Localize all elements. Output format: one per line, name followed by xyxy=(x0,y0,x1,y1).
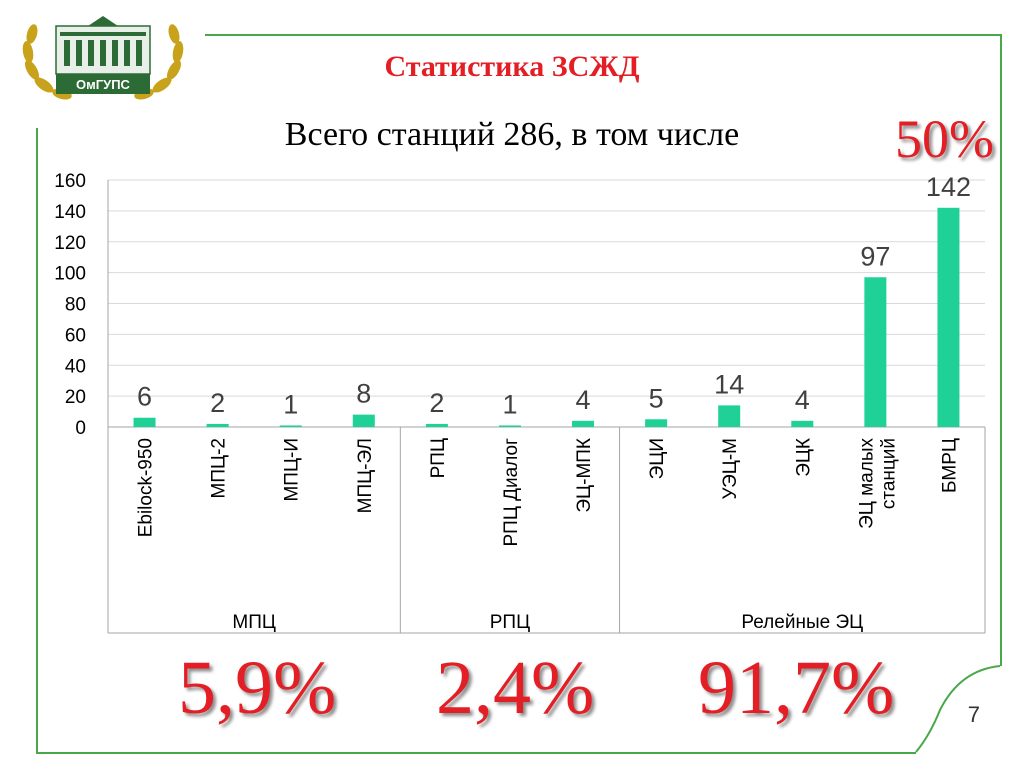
frame-bottom-line xyxy=(36,752,916,754)
frame-corner-curve xyxy=(915,665,1001,753)
group-label: МПЦ xyxy=(232,612,276,633)
x-tick-label-line: ЭЦ-МПК xyxy=(574,438,595,513)
y-tick-label: 40 xyxy=(65,356,86,377)
group-share-rpc: 2,4% xyxy=(436,646,595,730)
page-number: 7 xyxy=(967,702,980,727)
x-tick-label: МПЦ-2 xyxy=(209,438,230,498)
y-tick-label: 120 xyxy=(54,233,86,254)
y-tick-label: 160 xyxy=(54,171,86,192)
x-tick-label: МПЦ-И xyxy=(282,438,303,502)
university-logo: ОмГУПС xyxy=(22,16,184,100)
data-label: 142 xyxy=(926,172,971,202)
x-tick-label-line: Ebilock-950 xyxy=(136,438,157,537)
x-tick-label-line: ЭЦИ xyxy=(647,438,668,479)
data-label: 14 xyxy=(714,369,744,399)
x-tick-label-line: МПЦ-ЭЛ xyxy=(355,438,376,513)
frame-right-line xyxy=(1000,34,1002,666)
bar xyxy=(645,419,668,427)
data-label: 97 xyxy=(860,241,890,271)
y-tick-label: 100 xyxy=(54,264,86,285)
frame-left-line xyxy=(36,128,38,753)
bar xyxy=(498,425,521,427)
x-tick-label: БМРЦ xyxy=(939,438,960,493)
bar xyxy=(937,207,960,427)
x-tick-label-line: ЭЦ малых xyxy=(856,438,877,529)
x-tick-label-line: станций xyxy=(878,438,899,509)
slide-title: Статистика ЗСЖД xyxy=(384,50,640,83)
x-tick-label: ЭЦ малых станций xyxy=(856,438,899,529)
x-tick-label: ЭЦ-МПК xyxy=(574,438,595,513)
bar xyxy=(352,414,375,427)
data-label: 1 xyxy=(283,389,298,419)
laurel-wreath-icon xyxy=(22,24,184,100)
x-tick-label-line: МПЦ-2 xyxy=(209,438,230,498)
y-tick-label: 80 xyxy=(65,295,86,316)
x-tick-label: ЭЦИ xyxy=(647,438,668,479)
bar xyxy=(718,405,741,427)
x-tick-label: РПЦ Диалог xyxy=(501,438,522,547)
y-tick-label: 0 xyxy=(75,418,86,439)
group-label: Релейные ЭЦ xyxy=(741,612,863,633)
y-tick-label: 60 xyxy=(65,325,86,346)
group-share-mpc: 5,9% xyxy=(178,646,337,730)
bar xyxy=(425,423,448,427)
data-label: 4 xyxy=(795,385,810,415)
total-share-label: 50% xyxy=(895,109,994,169)
x-tick-label-line: БМРЦ xyxy=(939,438,960,493)
y-tick-label: 140 xyxy=(54,202,86,223)
logo-text: ОмГУПС xyxy=(76,77,131,92)
bar xyxy=(279,425,302,427)
x-tick-label: ЭЦК xyxy=(793,438,814,477)
bar xyxy=(572,420,595,427)
slide-subtitle: Всего станций 286, в том числе xyxy=(284,116,740,153)
x-tick-label: РПЦ xyxy=(428,438,449,478)
group-label: РПЦ xyxy=(490,612,530,633)
data-label: 6 xyxy=(137,382,152,412)
data-label: 4 xyxy=(576,385,591,415)
logo-banner xyxy=(56,74,150,94)
x-tick-label-line: МПЦ-И xyxy=(282,438,303,502)
x-tick-label: МПЦ-ЭЛ xyxy=(355,438,376,513)
x-tick-label-line: РПЦ Диалог xyxy=(501,438,522,547)
data-label: 2 xyxy=(210,388,225,418)
data-label: 1 xyxy=(502,389,517,419)
frame-top-line xyxy=(205,34,1002,36)
y-tick-label: 20 xyxy=(65,387,86,408)
bar xyxy=(206,423,229,427)
data-label: 2 xyxy=(429,388,444,418)
bar xyxy=(133,417,156,427)
x-tick-label-line: УЭЦ-М xyxy=(720,438,741,500)
bar xyxy=(791,420,814,427)
data-label: 8 xyxy=(356,379,371,409)
group-share-relay: 91,7% xyxy=(698,646,895,730)
building-icon xyxy=(55,16,151,75)
x-tick-label-line: ЭЦК xyxy=(793,438,814,477)
bar xyxy=(864,277,887,427)
x-tick-label-line: РПЦ xyxy=(428,438,449,478)
x-tick-label: УЭЦ-М xyxy=(720,438,741,500)
data-label: 5 xyxy=(649,383,664,413)
x-tick-label: Ebilock-950 xyxy=(136,438,157,537)
